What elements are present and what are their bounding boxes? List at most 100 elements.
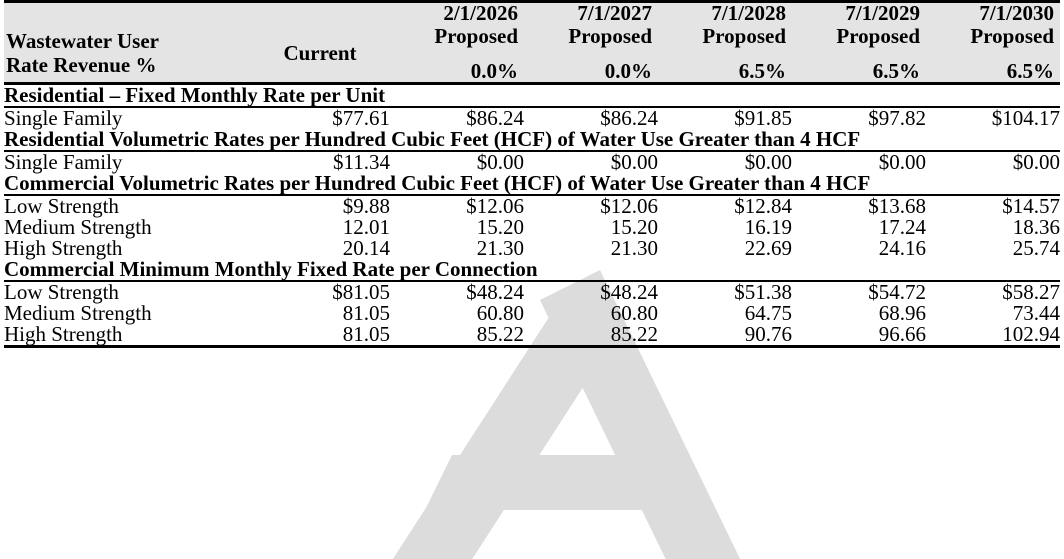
- cell-proposed-1: $48.24: [466, 280, 524, 304]
- cell-proposed-1: $0.00: [476, 150, 524, 174]
- cell-proposed-4: $54.72: [868, 280, 926, 304]
- header-label-cell: Wastewater User Rate Revenue %: [4, 0, 256, 85]
- cell-proposed-4: $0.00: [878, 150, 926, 174]
- header-proposed-date-3: 7/1/2029: [845, 1, 920, 25]
- cell-current: $9.88: [342, 194, 390, 218]
- row-label: Medium Strength: [4, 301, 152, 325]
- section-header-row: Commercial Minimum Monthly Fixed Rate pe…: [4, 259, 1060, 282]
- cell-proposed-3: 64.75: [744, 301, 792, 325]
- cell-current: 81.05: [342, 301, 390, 325]
- row-label: High Strength: [4, 324, 256, 348]
- cell-proposed-3: 16.19: [744, 215, 792, 239]
- header-title-line1: Wastewater User: [6, 29, 159, 53]
- header-proposed-column-0: 2/1/2026 Proposed 0.0%: [390, 0, 524, 85]
- table-row: Low Strength $9.88 $12.06 $12.06 $12.84 $13.6…: [4, 195, 1060, 217]
- cell-proposed-2: 85.22: [524, 324, 658, 348]
- header-row: Wastewater User Rate Revenue % Current 2…: [4, 0, 1060, 85]
- cell-proposed-1: 15.20: [476, 215, 524, 239]
- section-header-row: Commercial Volumetric Rates per Hundred …: [4, 173, 1060, 196]
- header-current-label: Current: [283, 41, 357, 65]
- row-label: High Strength: [4, 236, 123, 260]
- table-row: Single Family $11.34 $0.00 $0.00 $0.00 $0.00 $…: [4, 151, 1060, 173]
- cell-proposed-1: 21.30: [476, 236, 524, 260]
- header-proposed-label-3: Proposed: [836, 24, 920, 48]
- header-proposed-percent-1: 0.0%: [604, 59, 652, 83]
- cell-proposed-4: $97.82: [868, 106, 926, 130]
- cell-proposed-4: $13.68: [868, 194, 926, 218]
- table-row: High Strength 81.05 85.22 85.22 90.76 96.66 10…: [4, 324, 1060, 348]
- cell-proposed-5: $0.00: [1012, 150, 1060, 174]
- cell-proposed-3: $51.38: [734, 280, 792, 304]
- header-proposed-column-4: 7/1/2030 Proposed 6.5%: [926, 0, 1060, 85]
- cell-proposed-5: 102.94: [926, 324, 1060, 348]
- cell-proposed-1: $86.24: [466, 106, 524, 130]
- cell-proposed-3: $91.85: [734, 106, 792, 130]
- header-proposed-column-1: 7/1/2027 Proposed 0.0%: [524, 0, 658, 85]
- cell-current: $11.34: [333, 150, 390, 174]
- header-proposed-percent-2: 6.5%: [738, 59, 786, 83]
- table-row: Single Family $77.61 $86.24 $86.24 $91.85 $97…: [4, 107, 1060, 129]
- cell-proposed-4: 17.24: [878, 215, 926, 239]
- cell-proposed-5: $104.17: [991, 106, 1060, 130]
- cell-proposed-2: $48.24: [600, 280, 658, 304]
- cell-proposed-4: 68.96: [878, 301, 926, 325]
- section-header-row: Residential – Fixed Monthly Rate per Uni…: [4, 83, 1060, 108]
- cell-proposed-1: $12.06: [466, 194, 524, 218]
- cell-proposed-2: $12.06: [600, 194, 658, 218]
- cell-proposed-2: $86.24: [600, 106, 658, 130]
- cell-current: $81.05: [332, 280, 390, 304]
- table-body: Residential – Fixed Monthly Rate per Uni…: [4, 83, 1060, 348]
- header-proposed-column-3: 7/1/2029 Proposed 6.5%: [792, 0, 926, 85]
- cell-proposed-2: 21.30: [610, 236, 658, 260]
- header-proposed-date-4: 7/1/2030: [979, 1, 1054, 25]
- section-header-row: Residential Volumetric Rates per Hundred…: [4, 129, 1060, 152]
- cell-proposed-5: 73.44: [1012, 301, 1060, 325]
- table-row: High Strength 20.14 21.30 21.30 22.69 24.16 25…: [4, 238, 1060, 259]
- cell-current: $77.61: [332, 106, 390, 130]
- section-title: Commercial Minimum Monthly Fixed Rate pe…: [4, 259, 1060, 282]
- cell-proposed-2: 60.80: [610, 301, 658, 325]
- cell-proposed-1: 60.80: [476, 301, 524, 325]
- cell-current: 20.14: [342, 236, 390, 260]
- row-label: Medium Strength: [4, 215, 152, 239]
- header-proposed-label-1: Proposed: [568, 24, 652, 48]
- header-proposed-date-2: 7/1/2028: [711, 1, 786, 25]
- header-proposed-label-0: Proposed: [434, 24, 518, 48]
- cell-proposed-4: 24.16: [878, 236, 926, 260]
- header-proposed-label-2: Proposed: [702, 24, 786, 48]
- cell-proposed-3: $0.00: [744, 150, 792, 174]
- header-title-line2: Rate Revenue %: [6, 53, 157, 77]
- header-proposed-label-4: Proposed: [970, 24, 1054, 48]
- header-proposed-column-2: 7/1/2028 Proposed 6.5%: [658, 0, 792, 85]
- header-proposed-percent-3: 6.5%: [872, 59, 920, 83]
- cell-proposed-5: $58.27: [1002, 280, 1060, 304]
- section-title: Commercial Volumetric Rates per Hundred …: [4, 173, 1060, 196]
- wastewater-rate-table: Wastewater User Rate Revenue % Current 2…: [4, 0, 1060, 348]
- cell-proposed-2: 15.20: [610, 215, 658, 239]
- section-title: Residential – Fixed Monthly Rate per Uni…: [4, 83, 1060, 108]
- cell-proposed-3: 22.69: [744, 236, 792, 260]
- row-label: Single Family: [4, 106, 123, 130]
- table-row: Medium Strength 81.05 60.80 60.80 64.75 68.96…: [4, 303, 1060, 324]
- cell-proposed-3: $12.84: [734, 194, 792, 218]
- cell-proposed-2: $0.00: [610, 150, 658, 174]
- table-row: Medium Strength 12.01 15.20 15.20 16.19 17.24…: [4, 217, 1060, 238]
- section-title: Residential Volumetric Rates per Hundred…: [4, 129, 1060, 152]
- header-current-column: Current: [256, 0, 390, 85]
- cell-current: 12.01: [342, 215, 390, 239]
- header-proposed-percent-4: 6.5%: [1006, 59, 1054, 83]
- cell-proposed-4: 96.66: [792, 324, 926, 348]
- cell-proposed-5: 18.36: [1012, 215, 1060, 239]
- table-header: Wastewater User Rate Revenue % Current 2…: [4, 0, 1060, 85]
- table-row: Low Strength $81.05 $48.24 $48.24 $51.38 $54.…: [4, 281, 1060, 303]
- header-proposed-date-0: 2/1/2026: [443, 1, 518, 25]
- row-label: Low Strength: [4, 194, 119, 218]
- cell-proposed-5: 25.74: [1012, 236, 1060, 260]
- cell-proposed-5: $14.57: [1002, 194, 1060, 218]
- cell-proposed-1: 85.22: [390, 324, 524, 348]
- cell-current: 81.05: [256, 324, 390, 348]
- row-label: Low Strength: [4, 280, 119, 304]
- cell-proposed-3: 90.76: [658, 324, 792, 348]
- row-label: Single Family: [4, 150, 123, 174]
- header-proposed-date-1: 7/1/2027: [577, 1, 652, 25]
